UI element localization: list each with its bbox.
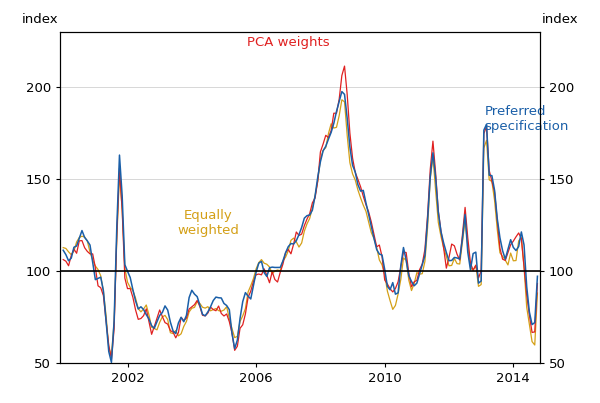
Text: index: index (22, 12, 58, 26)
Text: Equally
weighted: Equally weighted (177, 209, 239, 237)
Text: PCA weights: PCA weights (247, 36, 329, 49)
Text: index: index (542, 12, 578, 26)
Text: Preferred
specification: Preferred specification (484, 104, 569, 133)
